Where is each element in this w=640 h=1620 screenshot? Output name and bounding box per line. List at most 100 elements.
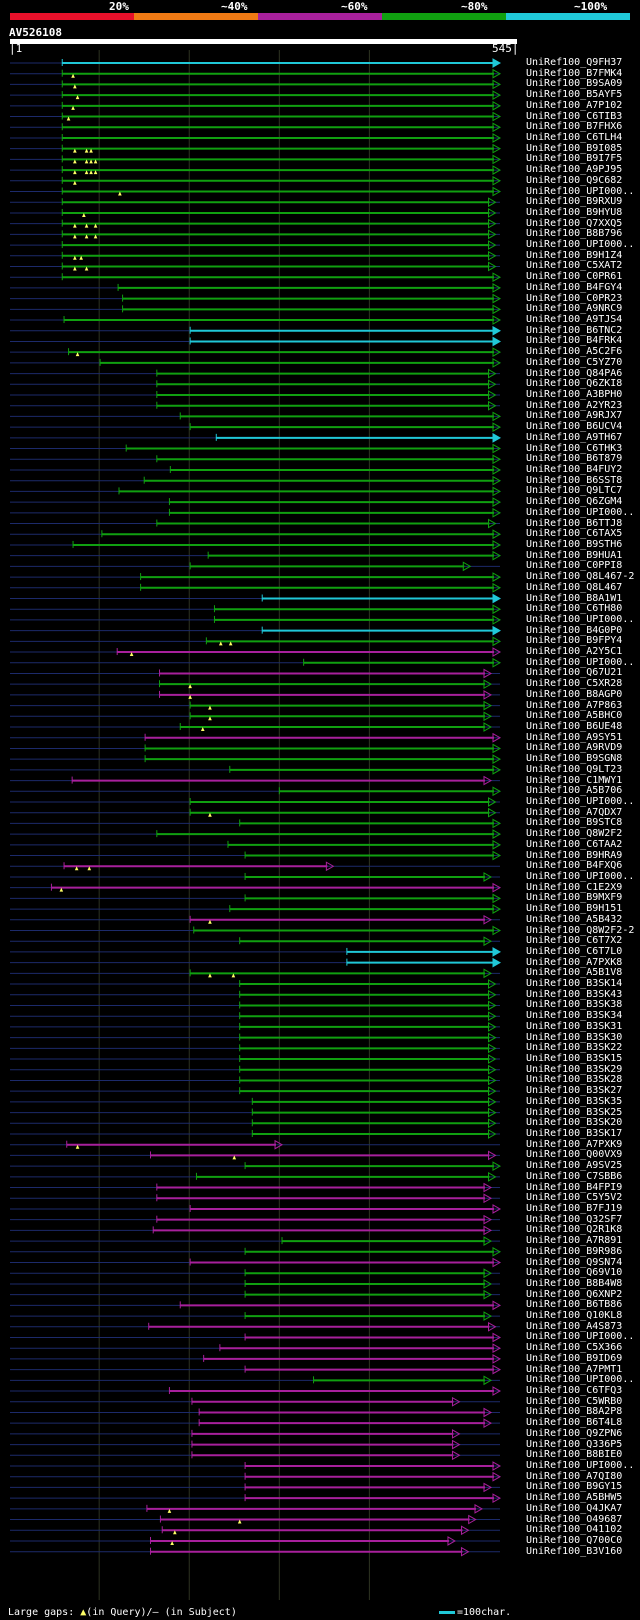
hit-label[interactable]: UniRef100_A9TJS4 — [526, 314, 623, 326]
hit-label[interactable]: UniRef100_B7FMK4 — [526, 67, 623, 79]
hit-label[interactable]: UniRef100_A2Y5C1 — [526, 646, 623, 658]
hit-label[interactable]: UniRef100_B9SA09 — [526, 78, 623, 90]
hit-label[interactable]: UniRef100_C1MWY1 — [526, 774, 623, 786]
hit-label[interactable]: UniRef100_B3SK25 — [526, 1106, 623, 1118]
hit-label[interactable]: UniRef100_Q2R1K8 — [526, 1224, 623, 1236]
hit-label[interactable]: UniRef100_UPI000.. — [526, 239, 635, 251]
hit-label[interactable]: UniRef100_B3SK14 — [526, 978, 623, 990]
hit-label[interactable]: UniRef100_UPI000.. — [526, 1374, 635, 1386]
hit-label[interactable]: UniRef100_C5WRB0 — [526, 1395, 623, 1407]
hit-label[interactable]: UniRef100_B6UE48 — [526, 721, 623, 733]
hit-label[interactable]: UniRef100_Q8W2F2-2 — [526, 924, 635, 936]
hit-label[interactable]: UniRef100_A7PMT1 — [526, 1363, 623, 1375]
hit-label[interactable]: UniRef100_B7FJ19 — [526, 1202, 623, 1214]
hit-label[interactable]: UniRef100_C6TAX5 — [526, 528, 623, 540]
hit-label[interactable]: UniRef100_B3SK34 — [526, 1010, 623, 1022]
hit-label[interactable]: UniRef100_UPI000.. — [526, 1331, 635, 1343]
hit-label[interactable]: UniRef100_A5BHC0 — [526, 710, 623, 722]
hit-label[interactable]: UniRef100_B3SK29 — [526, 1063, 623, 1075]
hit-label[interactable]: UniRef100_C7SBB6 — [526, 1170, 623, 1182]
hit-label[interactable]: UniRef100_B4FXQ6 — [526, 860, 623, 872]
hit-label[interactable]: UniRef100_B3SK22 — [526, 1042, 623, 1054]
hit-label[interactable]: UniRef100_Q9LTC7 — [526, 485, 623, 497]
hit-label[interactable]: UniRef100_Q4JKA7 — [526, 1502, 623, 1514]
hit-label[interactable]: UniRef100_B5AYF5 — [526, 89, 623, 101]
hit-label[interactable]: UniRef100_A5BHW5 — [526, 1492, 623, 1504]
hit-label[interactable]: UniRef100_A5B706 — [526, 785, 623, 797]
hit-label[interactable]: UniRef100_B8A2P8 — [526, 1406, 623, 1418]
hit-label[interactable]: UniRef100_A9PJ95 — [526, 164, 623, 176]
hit-label[interactable]: UniRef100_Q9LT23 — [526, 763, 623, 775]
hit-label[interactable]: UniRef100_B9H151 — [526, 903, 623, 915]
hit-label[interactable]: UniRef100_B9STH6 — [526, 538, 623, 550]
hit-label[interactable]: UniRef100_B9R986 — [526, 1245, 623, 1257]
hit-label[interactable]: UniRef100_B7FHX6 — [526, 121, 623, 133]
hit-label[interactable]: UniRef100_C0PR61 — [526, 271, 623, 283]
hit-label[interactable]: UniRef100_B3SK17 — [526, 1128, 623, 1139]
hit-label[interactable]: UniRef100_B9I7F5 — [526, 153, 623, 165]
hit-label[interactable]: UniRef100_Q00VX9 — [526, 1149, 623, 1161]
hit-label[interactable]: UniRef100_UPI000.. — [526, 185, 635, 197]
hit-label[interactable]: UniRef100_C6TLH4 — [526, 131, 623, 143]
hit-label[interactable]: UniRef100_C5Y5V2 — [526, 1192, 623, 1204]
hit-label[interactable]: UniRef100_B9STC8 — [526, 817, 623, 829]
hit-label[interactable]: UniRef100_A5C2F6 — [526, 346, 623, 358]
hit-label[interactable]: UniRef100_A9RVD9 — [526, 742, 623, 754]
hit-label[interactable]: UniRef100_B3SK35 — [526, 1095, 623, 1107]
hit-label[interactable]: UniRef100_B6T879 — [526, 453, 623, 465]
hit-label[interactable]: UniRef100_B9HRA9 — [526, 849, 623, 861]
hit-label[interactable]: UniRef100_Q7XXQ5 — [526, 217, 623, 229]
hit-label[interactable]: UniRef100_Q336P5 — [526, 1438, 623, 1450]
hit-label[interactable]: UniRef100_B6UCV4 — [526, 421, 623, 433]
hit-label[interactable]: UniRef100_B4G0P0 — [526, 624, 623, 636]
hit-label[interactable]: UniRef100_A9RJX7 — [526, 410, 623, 422]
hit-label[interactable]: UniRef100_C6T7X2 — [526, 935, 623, 947]
hit-label[interactable]: UniRef100_B4FPI9 — [526, 1181, 623, 1193]
hit-label[interactable]: UniRef100_C5X366 — [526, 1342, 623, 1354]
hit-label[interactable]: UniRef100_Q6XNP2 — [526, 1288, 623, 1300]
hit-label[interactable]: UniRef100_B6TTJ8 — [526, 517, 623, 529]
hit-label[interactable]: UniRef100_B9ID69 — [526, 1352, 623, 1364]
hit-label[interactable]: UniRef100_A9NRC9 — [526, 303, 623, 315]
hit-label[interactable]: UniRef100_C0PR23 — [526, 292, 623, 304]
hit-label[interactable]: UniRef100_A9SY51 — [526, 731, 623, 743]
hit-label[interactable]: UniRef100_B3SK28 — [526, 1074, 623, 1086]
hit-label[interactable]: UniRef100_A7P863 — [526, 699, 623, 711]
hit-label[interactable]: UniRef100_B4FUY2 — [526, 463, 623, 475]
hit-label[interactable]: UniRef100_Q9FH37 — [526, 57, 623, 68]
hit-label[interactable]: UniRef100_B9HUA1 — [526, 549, 623, 561]
hit-label[interactable]: UniRef100_B6T4L8 — [526, 1417, 623, 1429]
hit-label[interactable]: UniRef100_B9I085 — [526, 142, 623, 154]
hit-label[interactable]: UniRef100_UPI000.. — [526, 870, 635, 882]
hit-label[interactable]: UniRef100_A9TH67 — [526, 431, 623, 443]
hit-label[interactable]: UniRef100_Q8L467 — [526, 581, 623, 593]
hit-label[interactable]: UniRef100_B6SST8 — [526, 474, 623, 486]
hit-label[interactable]: UniRef100_C6TH80 — [526, 603, 623, 615]
hit-label[interactable]: UniRef100_A5B1V8 — [526, 967, 623, 979]
hit-label[interactable]: UniRef100_O49687 — [526, 1513, 623, 1525]
hit-label[interactable]: UniRef100_A2YR23 — [526, 399, 623, 411]
hit-label[interactable]: UniRef100_B6TNC2 — [526, 324, 623, 336]
hit-label[interactable]: UniRef100_Q9C682 — [526, 174, 623, 186]
hit-label[interactable]: UniRef100_C6TAA2 — [526, 838, 623, 850]
hit-label[interactable]: UniRef100_Q10KL8 — [526, 1310, 623, 1322]
hit-label[interactable]: UniRef100_B3SK43 — [526, 988, 623, 1000]
hit-label[interactable]: UniRef100_UPI000.. — [526, 656, 635, 668]
hit-label[interactable]: UniRef100_Q9ZPN6 — [526, 1427, 623, 1439]
hit-label[interactable]: UniRef100_UPI000.. — [526, 795, 635, 807]
hit-label[interactable]: UniRef100_B9RXU9 — [526, 196, 623, 208]
hit-label[interactable]: UniRef100_C5YZ70 — [526, 356, 623, 368]
hit-label[interactable]: UniRef100_Q84PA6 — [526, 367, 623, 379]
hit-label[interactable]: UniRef100_B8B796 — [526, 228, 623, 240]
hit-label[interactable]: UniRef100_B9HYU8 — [526, 206, 623, 218]
hit-label[interactable]: UniRef100_A9SV25 — [526, 1160, 623, 1172]
hit-label[interactable]: UniRef100_B8B4W8 — [526, 1277, 623, 1289]
hit-label[interactable]: UniRef100_Q8L467-2 — [526, 571, 635, 583]
hit-label[interactable]: UniRef100_B3SK30 — [526, 1031, 623, 1043]
hit-label[interactable]: UniRef100_A7QI80 — [526, 1470, 623, 1482]
hit-label[interactable]: UniRef100_C6T7L0 — [526, 945, 623, 957]
hit-label[interactable]: UniRef100_O41102 — [526, 1524, 623, 1536]
hit-label[interactable]: UniRef100_B3SK27 — [526, 1085, 623, 1097]
hit-label[interactable]: UniRef100_B8A1W1 — [526, 592, 623, 604]
hit-label[interactable]: UniRef100_Q700C0 — [526, 1534, 623, 1546]
